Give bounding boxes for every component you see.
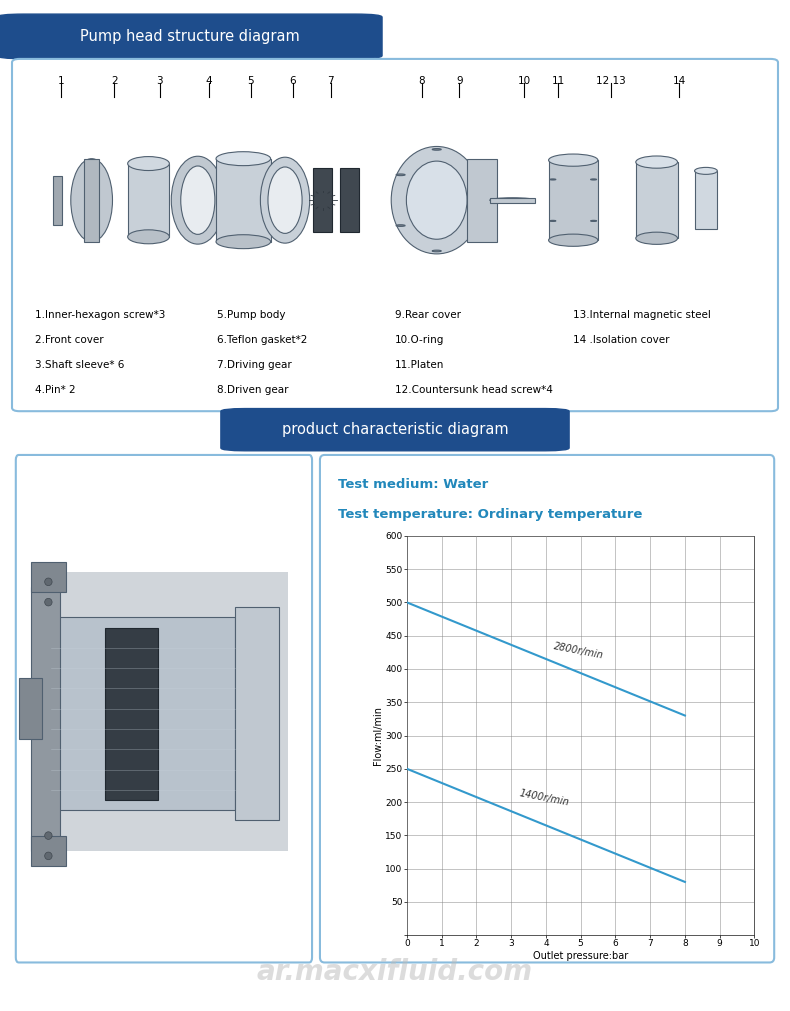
FancyBboxPatch shape (16, 455, 312, 962)
Ellipse shape (216, 235, 271, 249)
Ellipse shape (636, 156, 678, 168)
Text: [ 3.0ml/rev-72Spec ]: [ 3.0ml/rev-72Spec ] (504, 539, 654, 554)
Bar (694, 171, 717, 229)
Text: Test medium: Water: Test medium: Water (338, 478, 488, 490)
Ellipse shape (468, 224, 477, 226)
Text: 1: 1 (58, 77, 65, 86)
X-axis label: Outlet pressure:bar: Outlet pressure:bar (533, 951, 628, 961)
Text: Pump head structure diagram: Pump head structure diagram (80, 29, 299, 43)
Ellipse shape (45, 578, 52, 585)
Ellipse shape (396, 224, 405, 226)
Ellipse shape (406, 161, 467, 240)
Text: 2.Front cover: 2.Front cover (35, 336, 103, 345)
Bar (490, 198, 536, 202)
Ellipse shape (71, 159, 112, 242)
FancyBboxPatch shape (320, 455, 774, 962)
Ellipse shape (261, 157, 310, 244)
Ellipse shape (45, 599, 52, 606)
Text: 5: 5 (247, 77, 254, 86)
Text: 8: 8 (418, 77, 425, 86)
Text: 9: 9 (456, 77, 463, 86)
Ellipse shape (181, 166, 215, 235)
Ellipse shape (216, 152, 271, 166)
Text: 5.Pump body: 5.Pump body (216, 310, 285, 320)
Bar (51, 618, 235, 810)
Text: 1.Inner-hexagon screw*3: 1.Inner-hexagon screw*3 (35, 310, 165, 320)
Ellipse shape (171, 157, 224, 244)
Bar (128, 164, 169, 237)
Text: 6.Teflon gasket*2: 6.Teflon gasket*2 (216, 336, 307, 345)
Ellipse shape (432, 250, 442, 252)
FancyBboxPatch shape (221, 408, 569, 451)
FancyBboxPatch shape (0, 14, 382, 59)
Ellipse shape (550, 179, 556, 180)
Text: 14 .Isolation cover: 14 .Isolation cover (574, 336, 670, 345)
Text: 12 13: 12 13 (596, 77, 626, 86)
Ellipse shape (432, 149, 442, 151)
Bar (235, 608, 280, 820)
Bar (636, 162, 678, 239)
Bar (84, 159, 100, 242)
Ellipse shape (591, 179, 596, 180)
Bar (340, 169, 359, 232)
Ellipse shape (391, 147, 482, 254)
Ellipse shape (490, 198, 536, 202)
Bar (467, 159, 498, 242)
Text: 14: 14 (673, 77, 686, 86)
Bar (314, 169, 333, 232)
Ellipse shape (548, 235, 598, 247)
Bar (40, 571, 288, 851)
Ellipse shape (128, 229, 169, 244)
Ellipse shape (45, 832, 52, 839)
Text: 11: 11 (551, 77, 565, 86)
Text: 11.Platen: 11.Platen (395, 360, 444, 370)
Text: 13.Internal magnetic steel: 13.Internal magnetic steel (574, 310, 711, 320)
FancyBboxPatch shape (12, 59, 778, 411)
Bar (53, 176, 62, 224)
Bar (104, 628, 158, 800)
Ellipse shape (694, 168, 717, 174)
Text: 8.Driven gear: 8.Driven gear (216, 385, 288, 395)
Text: 3.Shaft sleeve* 6: 3.Shaft sleeve* 6 (35, 360, 124, 370)
Text: 12.Countersunk head screw*4: 12.Countersunk head screw*4 (395, 385, 553, 395)
Bar (19, 678, 43, 739)
Text: 2800r/min: 2800r/min (553, 642, 604, 661)
Y-axis label: Flow:ml/min: Flow:ml/min (373, 706, 382, 765)
Text: 7: 7 (327, 77, 334, 86)
Bar (216, 159, 271, 242)
Ellipse shape (636, 233, 678, 245)
Bar (548, 160, 598, 241)
Text: 6: 6 (289, 77, 296, 86)
Ellipse shape (591, 220, 596, 221)
Text: 1400r/min: 1400r/min (518, 788, 570, 808)
Text: 4.Pin* 2: 4.Pin* 2 (35, 385, 75, 395)
Ellipse shape (45, 852, 52, 859)
Ellipse shape (550, 220, 556, 221)
Text: 10.O-ring: 10.O-ring (395, 336, 444, 345)
Bar (31, 835, 66, 866)
Text: 2: 2 (111, 77, 118, 86)
Text: 3: 3 (156, 77, 164, 86)
Text: 7.Driving gear: 7.Driving gear (216, 360, 292, 370)
Text: Test temperature: Ordinary temperature: Test temperature: Ordinary temperature (338, 509, 642, 522)
Text: ar.macxifluid.com: ar.macxifluid.com (257, 957, 533, 986)
Ellipse shape (268, 167, 302, 234)
Text: 4: 4 (206, 77, 213, 86)
Bar (31, 587, 60, 851)
Ellipse shape (468, 174, 477, 176)
Text: 9.Rear cover: 9.Rear cover (395, 310, 461, 320)
Ellipse shape (128, 157, 169, 171)
Ellipse shape (548, 154, 598, 166)
Ellipse shape (396, 174, 405, 176)
Text: product characteristic diagram: product characteristic diagram (282, 423, 508, 437)
Bar (31, 561, 66, 592)
Text: 10: 10 (517, 77, 531, 86)
